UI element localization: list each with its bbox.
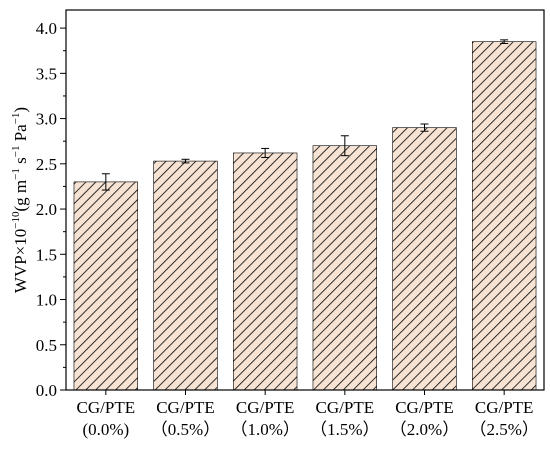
y-tick-label-4: 2.0	[36, 200, 57, 219]
y-axis-title-part-0: WVP×10	[11, 229, 30, 293]
y-axis-title-part-8: )	[11, 107, 30, 113]
y-axis-title-part-5: −1	[10, 146, 22, 158]
x-label-4-line-0: CG/PTE	[395, 398, 454, 417]
bars-group	[73, 41, 537, 391]
x-label-3-line-1: （1.5%）	[310, 420, 379, 439]
x-label-2-line-1: （1.0%）	[230, 420, 299, 439]
bar-5	[471, 41, 537, 391]
bar-0	[73, 181, 139, 391]
bar-4	[392, 127, 457, 391]
x-label-3-line-0: CG/PTE	[316, 398, 375, 417]
axes-group	[60, 9, 545, 395]
x-category-labels: CG/PTE (0.0%) CG/PTE （0.5%） CG/PTE （1.0%） CG/P…	[77, 398, 539, 439]
y-tick-labels: 0.0 0.5 1.0 1.5 2.0 2.5 3.0 3.5 4.0	[36, 19, 57, 400]
y-axis-title-part-2: (g m	[11, 180, 30, 212]
y-tick-label-2: 1.0	[36, 291, 57, 310]
x-label-5-line-1: （2.5%）	[469, 420, 538, 439]
y-axis-title-part-6: Pa	[11, 124, 30, 146]
plot-frame	[65, 9, 545, 391]
y-axis-title-part-1: −10	[10, 211, 22, 229]
x-label-5-line-0: CG/PTE	[475, 398, 534, 417]
bar-2	[233, 152, 298, 391]
x-label-1-line-0: CG/PTE	[156, 398, 215, 417]
bar-3	[312, 145, 378, 391]
y-tick-label-1: 0.5	[36, 336, 57, 355]
y-tick-label-3: 1.5	[36, 245, 57, 264]
x-label-0-line-0: CG/PTE	[77, 398, 136, 417]
y-tick-label-6: 3.0	[36, 110, 57, 129]
y-tick-label-0: 0.0	[36, 381, 57, 400]
x-label-4-line-1: （2.0%）	[390, 420, 459, 439]
y-tick-label-7: 3.5	[36, 64, 57, 83]
y-axis-title: WVP×10−10(g m−1 s−1 Pa−1)	[10, 107, 30, 293]
x-label-0-line-1: (0.0%)	[82, 420, 129, 439]
bar-1	[153, 160, 218, 391]
y-axis-title-part-3: −1	[10, 168, 22, 180]
x-label-2-line-0: CG/PTE	[236, 398, 295, 417]
y-tick-label-8: 4.0	[36, 19, 57, 38]
y-axis-title-part-7: −1	[10, 113, 22, 125]
y-axis-title-part-4: s	[11, 157, 30, 168]
error-bars-group	[101, 39, 509, 191]
x-label-1-line-1: （0.5%）	[151, 420, 220, 439]
y-tick-label-5: 2.5	[36, 155, 57, 174]
